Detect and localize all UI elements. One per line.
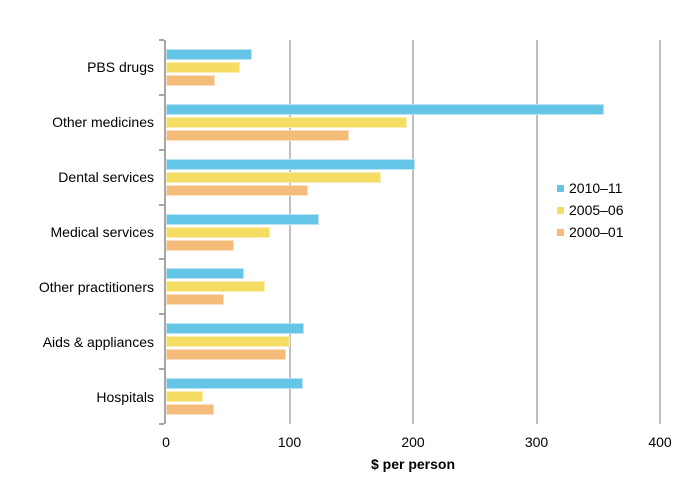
category-label: Other practitioners — [38, 278, 154, 295]
legend-item-2000–01: 2000–01 — [557, 225, 624, 239]
legend-swatch-icon — [557, 184, 564, 192]
gridline-300 — [535, 40, 538, 424]
legend-swatch-icon — [557, 206, 564, 214]
bar-2010–11-Hospitals — [166, 378, 304, 390]
gridline-400 — [659, 40, 661, 424]
bar-2005–06-Dental services — [166, 171, 381, 183]
x-axis-title: $ per person — [370, 456, 456, 472]
bar-2010–11-Aids & appliances — [166, 323, 305, 335]
gridline-100 — [288, 40, 291, 424]
bar-2005–06-PBS drugs — [166, 61, 241, 73]
bar-2000–01-Other medicines — [166, 129, 349, 141]
gridline-200 — [412, 40, 414, 424]
legend-label: 2000–01 — [569, 224, 624, 240]
y-axis-tick — [159, 39, 164, 41]
bar-2000–01-PBS drugs — [166, 74, 216, 86]
category-label: Other medicines — [52, 114, 154, 131]
y-axis-tick — [159, 368, 164, 371]
category-label: Dental services — [58, 169, 154, 186]
x-tick-label-300: 300 — [524, 434, 549, 450]
bar-2010–11-Other medicines — [166, 103, 605, 115]
bar-2005–06-Medical services — [166, 226, 270, 238]
bar-2010–11-Other practitioners — [166, 268, 244, 280]
bar-2010–11-Medical services — [166, 213, 320, 225]
legend-label: 2010–11 — [569, 180, 623, 196]
category-label: Medical services — [50, 223, 154, 240]
bar-2000–01-Medical services — [166, 239, 234, 251]
y-axis-tick — [159, 258, 164, 261]
bar-2005–06-Other practitioners — [166, 281, 265, 293]
x-tick-label-100: 100 — [277, 434, 302, 450]
x-tick-label-0: 0 — [162, 434, 170, 450]
category-label: Aids & appliances — [42, 333, 154, 350]
legend-item-2010–11: 2010–11 — [557, 181, 622, 195]
bar-2000–01-Aids & appliances — [166, 349, 286, 361]
bar-2005–06-Aids & appliances — [166, 336, 290, 348]
bar-2010–11-Dental services — [166, 158, 416, 170]
category-label: Hospitals — [96, 388, 154, 405]
y-axis-tick — [159, 148, 164, 151]
y-axis-tick — [159, 423, 164, 425]
y-axis-tick — [159, 313, 164, 316]
bar-2010–11-PBS drugs — [166, 48, 253, 60]
x-tick-label-400: 400 — [648, 434, 672, 450]
y-axis-line — [164, 40, 166, 424]
legend-swatch-icon — [557, 228, 564, 236]
x-tick-label-200: 200 — [401, 434, 425, 450]
legend-label: 2005–06 — [569, 202, 624, 218]
category-label: PBS drugs — [87, 59, 154, 76]
bar-2000–01-Other practitioners — [166, 294, 225, 306]
bar-2000–01-Dental services — [166, 184, 309, 196]
legend-item-2005–06: 2005–06 — [557, 203, 624, 217]
bar-2005–06-Hospitals — [166, 391, 204, 403]
y-axis-tick — [159, 93, 164, 96]
y-axis-tick — [159, 203, 164, 206]
bar-2005–06-Other medicines — [166, 116, 407, 128]
bar-2000–01-Hospitals — [166, 404, 215, 416]
